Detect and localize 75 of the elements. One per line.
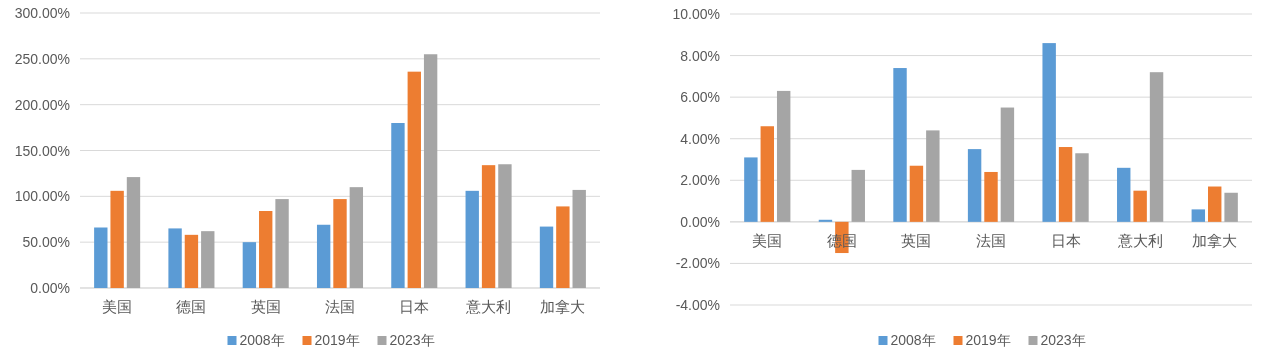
bar bbox=[465, 190, 479, 288]
x-tick-label: 法国 bbox=[325, 298, 355, 315]
bar bbox=[1191, 209, 1206, 222]
bar bbox=[391, 123, 405, 288]
bar bbox=[851, 169, 865, 222]
y-tick-label: 2.00% bbox=[680, 172, 720, 189]
bar bbox=[110, 190, 124, 288]
bar bbox=[539, 226, 554, 288]
bar bbox=[316, 224, 331, 288]
legend-label: 2008年 bbox=[890, 332, 936, 348]
x-tick-label: 美国 bbox=[102, 298, 133, 315]
legend-label: 2023年 bbox=[1040, 332, 1086, 348]
bar bbox=[818, 219, 833, 222]
bar bbox=[926, 130, 940, 222]
bar bbox=[984, 171, 998, 222]
bar bbox=[893, 68, 907, 222]
bar bbox=[498, 164, 512, 288]
bar bbox=[1000, 107, 1015, 222]
bar bbox=[242, 242, 257, 288]
x-tick-label: 法国 bbox=[976, 231, 1006, 249]
y-tick-label: -2.00% bbox=[675, 255, 720, 272]
y-tick-label: 8.00% bbox=[680, 47, 720, 64]
bar bbox=[909, 165, 924, 222]
y-tick-label: 150.00% bbox=[14, 142, 70, 159]
y-tick-label: -4.00% bbox=[675, 297, 720, 313]
bar bbox=[184, 234, 199, 288]
bar bbox=[94, 227, 108, 288]
legend-label: 2023年 bbox=[389, 332, 435, 348]
x-tick-label: 意大利 bbox=[465, 298, 512, 315]
bar bbox=[760, 126, 774, 222]
y-tick-label: 0.00% bbox=[30, 280, 70, 296]
y-tick-label: 100.00% bbox=[14, 188, 70, 205]
bar bbox=[1224, 192, 1238, 222]
bar bbox=[333, 199, 347, 288]
x-tick-label: 英国 bbox=[901, 231, 932, 249]
bar bbox=[259, 211, 273, 288]
x-tick-label: 意大利 bbox=[1116, 231, 1163, 249]
bar bbox=[423, 54, 438, 288]
bar bbox=[1042, 43, 1056, 222]
bar bbox=[1208, 186, 1222, 222]
y-tick-label: 250.00% bbox=[14, 50, 70, 67]
legend-label: 2008年 bbox=[239, 332, 285, 348]
x-tick-label: 日本 bbox=[1050, 231, 1081, 249]
bar bbox=[1117, 167, 1131, 222]
bar bbox=[776, 90, 791, 222]
y-tick-label: 300.00% bbox=[14, 5, 70, 21]
x-tick-label: 美国 bbox=[752, 231, 783, 249]
bar bbox=[481, 165, 496, 288]
bar bbox=[407, 71, 421, 288]
bar bbox=[967, 149, 982, 222]
bar bbox=[1058, 147, 1073, 222]
y-tick-label: 200.00% bbox=[14, 96, 70, 113]
bar bbox=[572, 189, 586, 288]
bar bbox=[1149, 72, 1164, 222]
bar bbox=[168, 228, 182, 288]
bar bbox=[126, 177, 141, 288]
legend-label: 2019年 bbox=[314, 332, 360, 348]
y-tick-label: 6.00% bbox=[680, 89, 720, 106]
legend-label: 2019年 bbox=[965, 332, 1011, 348]
x-tick-label: 加拿大 bbox=[540, 298, 586, 315]
x-tick-label: 日本 bbox=[399, 298, 430, 315]
x-tick-label: 德国 bbox=[176, 298, 207, 315]
y-tick-label: 10.00% bbox=[672, 6, 720, 22]
bar bbox=[275, 199, 289, 288]
bar bbox=[1075, 153, 1089, 222]
y-tick-label: 4.00% bbox=[680, 130, 720, 147]
x-tick-label: 加拿大 bbox=[1192, 231, 1238, 249]
bar bbox=[1133, 190, 1147, 222]
bar bbox=[349, 187, 364, 288]
x-tick-label: 英国 bbox=[250, 298, 281, 315]
bar bbox=[201, 231, 215, 288]
bar bbox=[556, 206, 570, 288]
y-tick-label: 50.00% bbox=[22, 234, 70, 251]
bar bbox=[744, 157, 758, 222]
y-tick-label: 0.00% bbox=[680, 213, 720, 230]
